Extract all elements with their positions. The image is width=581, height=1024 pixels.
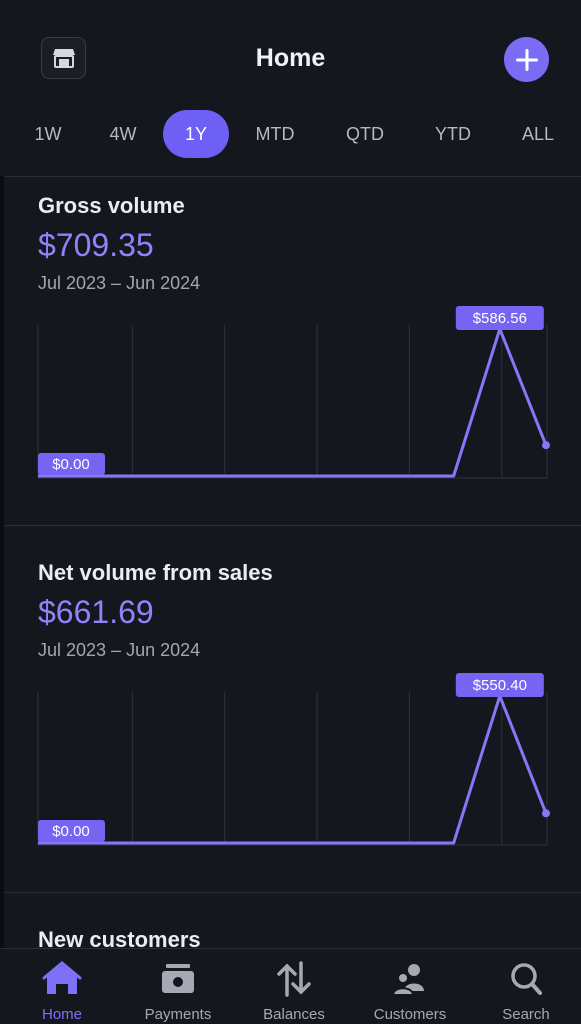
tabbar-item-balances[interactable]: Balances [236,949,352,1024]
card-range: Jul 2023 – Jun 2024 [38,273,201,293]
min-label-box [38,453,105,475]
tabbar-item-payments[interactable]: Payments [120,949,236,1024]
min-label-box [38,820,105,842]
left-edge [0,176,4,948]
tab-1y[interactable]: 1Y [163,110,229,158]
tab-qtd[interactable]: QTD [346,124,384,144]
plus-icon [515,48,538,71]
max-label: $550.40 [473,677,527,694]
header: Home [0,0,581,110]
tabbar-label: Customers [373,1006,447,1023]
tab-1w[interactable]: 1W [34,124,62,144]
home-icon [42,961,82,994]
range-tabs: 1W 4W 1Y MTD QTD YTD ALL [0,110,581,160]
tabbar-label: Search [502,1006,550,1023]
card-value: $709.35 [38,227,154,263]
tabbar-label: Balances [263,1006,325,1023]
card-range: Jul 2023 – Jun 2024 [38,640,201,660]
tab-all[interactable]: ALL [521,124,555,144]
card-title[interactable]: New customers [38,927,201,952]
tabs-divider [5,176,581,177]
tabbar-label: Payments [144,1006,212,1023]
customers-icon [391,964,424,996]
card-value: $661.69 [38,594,154,630]
series-line [38,694,548,845]
search-icon [511,963,542,995]
max-label-box [455,306,544,330]
min-label: $0.00 [52,823,90,840]
store-button[interactable] [41,37,86,79]
card-divider [5,892,581,893]
tabbar-item-search[interactable]: Search [468,949,581,1024]
card-title[interactable]: Gross volume [38,193,185,218]
balances-icon [277,961,311,997]
tab-ytd[interactable]: YTD [435,124,471,144]
series-line [38,327,548,478]
max-label-box [455,673,544,697]
page-title: Home [255,44,326,72]
tab-4w[interactable]: 4W [109,124,137,144]
tabbar-label: Home [41,1006,82,1023]
card-divider [5,525,581,526]
min-label: $0.00 [52,456,90,473]
tab-mtd[interactable]: MTD [255,124,295,144]
net-volume-chart[interactable]: $550.40 $0.00 [0,670,581,855]
tabbar-item-home[interactable]: Home [4,949,120,1024]
tabbar-item-customers[interactable]: Customers [352,949,468,1024]
card-title[interactable]: Net volume from sales [38,560,273,585]
data-point [542,441,550,450]
data-point [542,809,550,818]
max-label: $586.56 [473,310,527,327]
payments-icon [162,964,194,993]
gross-volume-chart[interactable]: $586.56 $0.00 [0,303,581,488]
bottom-tab-bar: Home Payments Balances Customers Search [0,948,581,1024]
add-button[interactable] [504,37,549,82]
storefront-icon [52,49,75,68]
